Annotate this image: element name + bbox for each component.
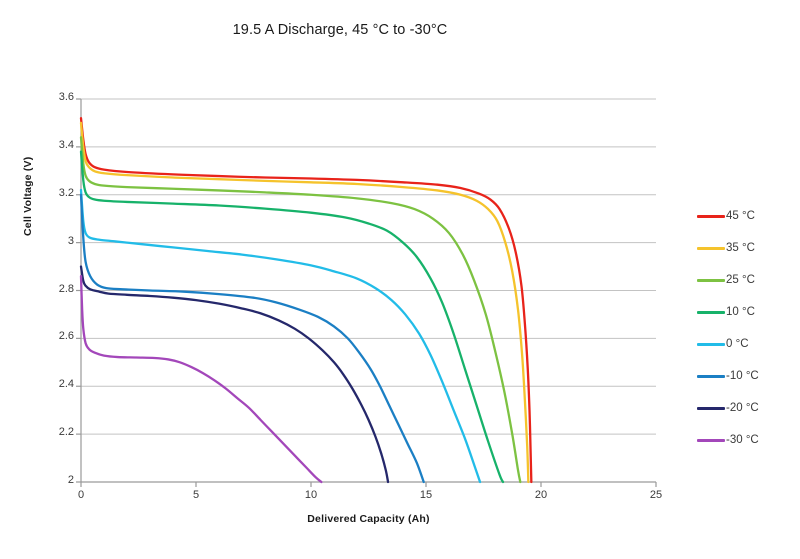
series-line: [79, 193, 425, 484]
legend-item-label: 0 °C: [726, 338, 749, 350]
y-tick-label: 2.6: [58, 330, 74, 343]
series-line: [79, 150, 505, 484]
legend-swatch-icon: [697, 214, 725, 218]
legend-item-label: -20 °C: [726, 402, 759, 414]
legend-item[interactable]: -10 °C: [697, 360, 797, 392]
legend-swatch-icon: [697, 278, 725, 282]
x-axis-label: Delivered Capacity (Ah): [307, 513, 430, 525]
legend-swatch-icon: [697, 438, 725, 442]
x-tick-label: 15: [419, 489, 433, 501]
chart-title: 19.5 A Discharge, 45 °C to -30°C: [232, 22, 448, 38]
legend-item-label: 10 °C: [726, 306, 755, 318]
data-series-group: [79, 117, 533, 484]
series-line: [79, 274, 323, 484]
y-tick-label: 3.4: [58, 138, 74, 151]
y-tick-label: 3: [67, 234, 74, 247]
legend-swatch-icon: [697, 342, 725, 346]
y-tick-label: 2.8: [58, 282, 74, 295]
y-tick-label: 3.2: [58, 186, 74, 199]
y-tick-label: 2: [67, 474, 74, 486]
legend-item[interactable]: -20 °C: [697, 392, 797, 424]
x-tick-marks: [80, 482, 657, 487]
legend-swatch-icon: [697, 374, 725, 378]
x-tick-label: 0: [77, 489, 85, 501]
legend-swatch-icon: [697, 246, 725, 250]
x-tick-label: 20: [534, 489, 548, 501]
series-line: [79, 188, 482, 484]
legend-item[interactable]: 25 °C: [697, 264, 797, 296]
x-tick-label: 25: [649, 489, 663, 501]
y-axis-ticks: 2 2.2 2.4 2.6 2.8 3 3.2 3.4 3.6: [28, 0, 74, 559]
legend-item[interactable]: 35 °C: [697, 232, 797, 264]
y-tick-label: 2.4: [58, 378, 74, 391]
legend-swatch-icon: [697, 310, 725, 314]
legend-item[interactable]: -30 °C: [697, 424, 797, 456]
x-tick-label: 10: [304, 489, 318, 501]
legend-item-label: 45 °C: [726, 210, 755, 222]
legend-swatch-icon: [697, 406, 725, 410]
y-tick-label: 3.6: [58, 91, 74, 103]
series-line: [79, 121, 530, 484]
x-tick-label: 5: [192, 489, 200, 501]
legend-item-label: -10 °C: [726, 370, 759, 382]
legend-item-label: -30 °C: [726, 434, 759, 446]
legend-item[interactable]: 0 °C: [697, 328, 797, 360]
y-tick-label: 2.2: [58, 426, 74, 439]
series-line: [79, 136, 522, 484]
legend-item[interactable]: 45 °C: [697, 200, 797, 232]
series-line: [79, 117, 533, 484]
legend-item[interactable]: 10 °C: [697, 296, 797, 328]
chart-legend: 45 °C 35 °C 25 °C 10 °C 0 °C -10 °C -20 °C -30 …: [697, 200, 797, 456]
legend-item-label: 35 °C: [726, 242, 755, 254]
legend-item-label: 25 °C: [726, 274, 755, 286]
series-line: [79, 265, 390, 484]
